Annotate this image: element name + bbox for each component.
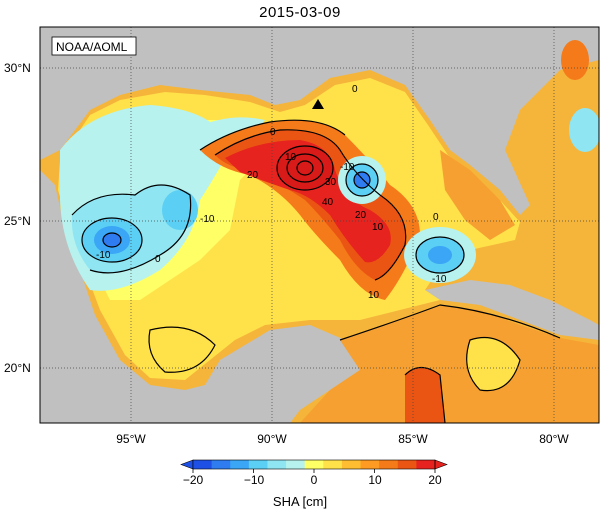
colorbar-segment: [416, 460, 436, 469]
lat-label: 25°N: [4, 214, 31, 228]
east-eddy-2-core: [428, 246, 452, 264]
loop-current-center: [277, 146, 333, 190]
lon-label: 90°W: [257, 432, 287, 446]
colorbar-tick: −20: [183, 473, 204, 487]
colorbar-tick: −10: [244, 473, 265, 487]
colorbar-tick: 0: [311, 473, 318, 487]
atlantic-warm: [561, 40, 589, 80]
contour-label: -10: [340, 162, 355, 173]
land-mexico: [40, 170, 360, 423]
contour-label: 0: [270, 127, 276, 138]
contour-label: 20: [247, 170, 259, 181]
colorbar-segment: [397, 460, 417, 469]
station-marker-triangle: [312, 99, 324, 109]
lat-label: 30°N: [4, 61, 31, 75]
colorbar-segment: [267, 460, 287, 469]
colorbar-arrow-left: [180, 459, 194, 470]
lon-label: 85°W: [398, 432, 428, 446]
colorbar-segment: [286, 460, 306, 469]
colorbar-segment: [193, 460, 213, 469]
map-frame: [39, 26, 600, 424]
contour-label: 10: [285, 152, 297, 163]
atlantic-eddy: [569, 108, 599, 152]
land-us-coast: [40, 27, 599, 215]
colorbar: [180, 459, 448, 473]
contour-label: -10: [432, 274, 447, 285]
contour-label: 30: [325, 177, 337, 188]
colorbar-segment: [341, 460, 362, 469]
east-eddy-1-core: [354, 172, 370, 188]
credit-box: [51, 36, 137, 56]
land-cuba: [425, 280, 599, 340]
west-eddy-core: [103, 233, 121, 247]
colorbar-segment: [304, 460, 324, 469]
caribbean-yellow: [466, 337, 520, 391]
contour-label: 40: [322, 197, 334, 208]
east-orange: [440, 150, 515, 240]
colorbar-label: SHA [cm]: [272, 494, 328, 509]
colorbar-segment: [323, 460, 343, 469]
contour-label: 0: [433, 212, 439, 223]
contour-label: 20: [355, 210, 367, 221]
contour-lines: [71, 119, 561, 423]
colorbar-segment: [360, 460, 380, 469]
contour-label: 0: [352, 84, 358, 95]
contour-label: 10: [372, 222, 384, 233]
contour-label: -10: [200, 214, 215, 225]
bay-yellow: [149, 327, 215, 373]
west-eddy-2: [162, 190, 198, 230]
map-title: 2015-03-09: [259, 4, 341, 21]
loop-current-core: [225, 140, 391, 263]
graticule: [40, 27, 599, 423]
colorbar-arrow-right: [434, 459, 448, 470]
colorbar-segment: [379, 460, 399, 469]
contour-label: 10: [368, 290, 380, 301]
contour-label: 0: [155, 254, 161, 265]
colorbar-segment: [230, 460, 250, 469]
lat-label: 20°N: [4, 361, 31, 375]
contour-label: -10: [96, 250, 111, 261]
colorbar-tick: 20: [428, 473, 442, 487]
contour-labels: 0 10 20 30 40 -10 0 10 20 -10 10 0 -10 0…: [96, 84, 447, 301]
caribbean-orange: [300, 305, 599, 423]
colorbar-ticks: −20 −10 0 10 20: [183, 473, 442, 487]
lon-label: 95°W: [116, 432, 146, 446]
map-plot-area: 0 10 20 30 40 -10 0 10 20 -10 10 0 -10 0…: [40, 27, 599, 423]
caribbean-red: [405, 367, 445, 423]
colorbar-segment: [211, 460, 231, 469]
colorbar-segment: [248, 460, 268, 469]
colorbar-tick: 10: [368, 473, 382, 487]
credit-text: NOAA/AOML: [56, 40, 128, 54]
lon-label: 80°W: [539, 432, 569, 446]
